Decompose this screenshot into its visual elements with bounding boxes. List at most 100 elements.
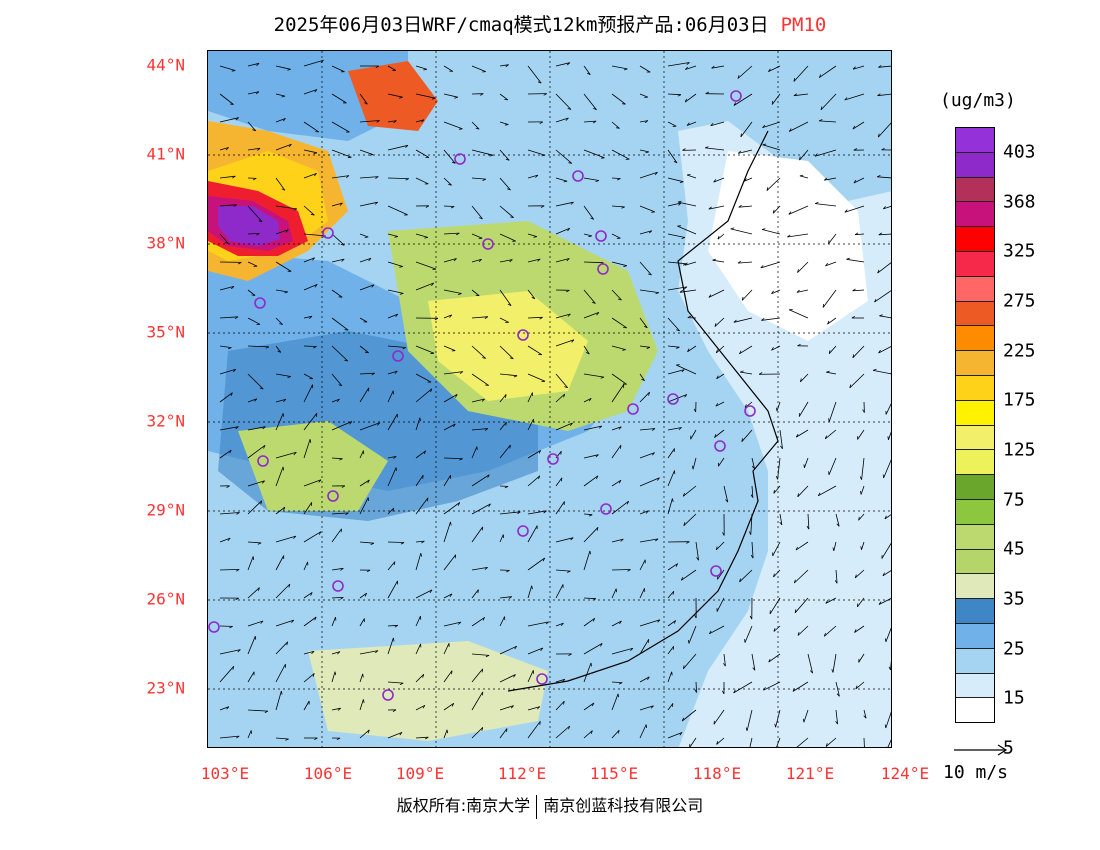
coastline <box>507 130 779 692</box>
wind-arrowhead <box>394 624 399 628</box>
wind-arrowhead <box>725 499 729 503</box>
wind-arrow <box>499 444 511 459</box>
legend-swatch <box>956 399 994 425</box>
wind-arrow <box>415 643 421 655</box>
wind-arrowhead <box>265 346 270 349</box>
wind-arrow <box>639 345 651 348</box>
wind-arrowhead <box>740 133 742 137</box>
wind-arrow <box>303 439 311 459</box>
wind-arrow <box>583 475 599 487</box>
wind-arrowhead <box>455 394 458 398</box>
wind-arrowhead <box>533 236 537 238</box>
legend-colorbar <box>955 127 995 723</box>
wind-arrow <box>555 393 565 403</box>
wind-arrow <box>583 312 600 319</box>
wind-arrowhead <box>449 593 453 598</box>
wind-arrowhead <box>542 557 546 562</box>
wind-arrow <box>822 289 837 308</box>
wind-arrow <box>247 289 256 296</box>
wind-arrow <box>705 147 725 151</box>
wind-arrowhead <box>338 384 343 387</box>
wind-arrowhead <box>365 351 369 354</box>
wind-arrow <box>247 709 268 712</box>
wind-arrowhead <box>434 317 439 321</box>
wind-arrow <box>443 314 452 319</box>
wind-arrowhead <box>399 682 404 685</box>
wind-arrowhead <box>768 68 771 72</box>
wind-arrowhead <box>588 235 592 238</box>
wind-arrow <box>387 177 409 179</box>
wind-arrowhead <box>795 433 799 438</box>
wind-arrow <box>711 65 725 69</box>
wind-arrow <box>853 177 865 184</box>
wind-arrowhead <box>481 727 484 731</box>
wind-arrow <box>499 534 504 543</box>
wind-arrowhead <box>233 369 237 373</box>
city-marker <box>327 490 339 502</box>
wind-arrow <box>762 121 781 128</box>
wind-arrow <box>359 673 364 683</box>
wind-arrow <box>555 117 569 123</box>
wind-arrow <box>443 593 453 599</box>
wind-arrow <box>797 261 809 273</box>
wind-arrowhead <box>510 705 514 709</box>
wind-arrow <box>443 729 448 739</box>
city-marker <box>517 329 529 341</box>
wind-arrowhead <box>741 438 743 442</box>
legend-swatch <box>956 573 994 599</box>
wind-arrowhead <box>618 682 623 685</box>
legend-swatch <box>956 523 994 549</box>
wind-arrow <box>824 625 837 637</box>
wind-arrowhead <box>482 617 485 621</box>
wind-arrowhead <box>567 313 571 317</box>
wind-arrow <box>852 65 865 70</box>
wind-arrow <box>733 681 753 694</box>
map-svg <box>208 51 891 747</box>
wind-arrowhead <box>630 647 634 651</box>
wind-arrowhead <box>617 298 622 301</box>
wind-arrow <box>387 93 403 98</box>
wind-arrowhead <box>370 542 375 545</box>
wind-arrow <box>832 653 837 673</box>
wind-arrow <box>331 289 343 298</box>
wind-arrow <box>219 512 240 515</box>
wind-arrow <box>331 512 349 515</box>
wind-arrow <box>555 373 569 389</box>
wind-arrowhead <box>648 273 652 276</box>
wind-arrowhead <box>705 91 709 95</box>
wind-arrow <box>499 93 509 101</box>
wind-arrow <box>858 653 865 663</box>
wind-arrow <box>443 345 456 351</box>
lon-label: 115°E <box>589 764 639 783</box>
wind-arrow <box>611 345 626 350</box>
city-marker <box>547 453 559 465</box>
wind-arrowhead <box>229 626 233 629</box>
wind-arrow <box>681 569 697 581</box>
wind-arrow <box>359 422 380 431</box>
wind-arrow <box>794 597 809 614</box>
wind-arrow <box>555 201 574 207</box>
wind-arrow <box>331 421 352 431</box>
wind-arrow <box>471 589 479 599</box>
wind-arrowhead <box>477 589 479 594</box>
wind-arrow <box>247 121 257 132</box>
wind-arrow <box>776 737 781 747</box>
wind-arrow <box>331 149 352 158</box>
wind-arrowhead <box>232 175 236 179</box>
wind-arrowhead <box>225 147 229 151</box>
wind-arrow <box>854 625 865 633</box>
wind-arrow <box>275 555 285 571</box>
wind-arrow <box>750 513 753 535</box>
wind-arrowhead <box>450 521 452 526</box>
wind-arrow <box>639 538 659 543</box>
wind-arrow <box>387 289 404 294</box>
wind-arrow <box>471 617 485 627</box>
wind-arrowhead <box>826 370 830 373</box>
wind-reference-label: 10 m/s <box>943 762 1009 783</box>
wind-arrowhead <box>760 265 764 269</box>
wind-arrowhead <box>283 398 287 402</box>
wind-arrow <box>708 289 725 298</box>
wind-arrowhead <box>537 81 542 84</box>
wind-arrowhead <box>253 177 257 181</box>
wind-arrow <box>885 627 891 642</box>
